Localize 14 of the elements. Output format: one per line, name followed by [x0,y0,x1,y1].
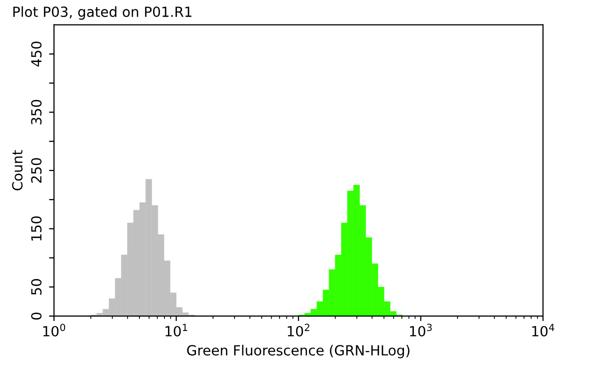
y-tick-label: 450 [31,42,42,67]
x-tick-label: 10$^{0}$ [43,324,66,336]
y-tick-label: 250 [31,158,42,183]
x-tick-label: 10$^{2}$ [288,324,310,336]
y-tick-label: 150 [31,216,42,240]
x-tick-label: 10$^{4}$ [532,324,554,336]
y-tick-label: 0 [31,312,42,320]
y-tick-label: 350 [31,100,42,124]
y-axis-title: Count [12,150,23,190]
x-tick-label: 10$^{3}$ [410,324,432,336]
chart-title: Plot P03, gated on P01.R1 [13,6,192,20]
x-axis-title: Green Fluorescence (GRN-HLog) [187,344,410,358]
y-tick-label: 50 [31,279,42,295]
x-tick-label: 10$^{1}$ [166,324,188,336]
